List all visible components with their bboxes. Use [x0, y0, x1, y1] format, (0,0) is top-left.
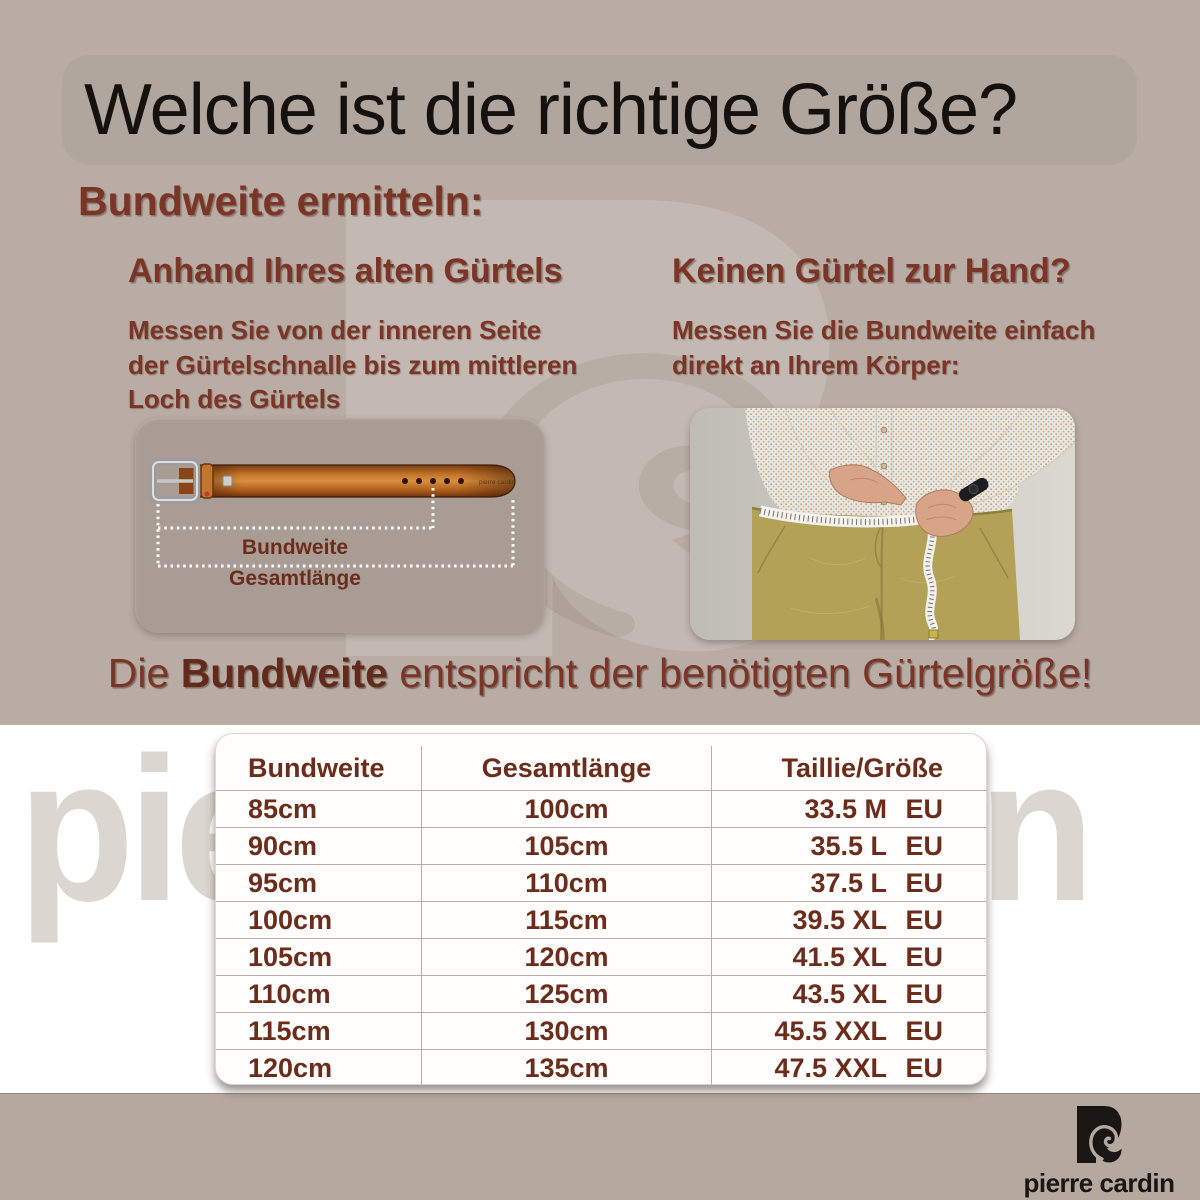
- cell-bundweite: 115cm: [248, 1015, 331, 1046]
- taille-value: 43.5 XL: [792, 978, 887, 1009]
- cell-bundweite: 100cm: [248, 904, 333, 935]
- gesamtlaenge-label: Gesamtlänge: [229, 567, 361, 590]
- body-measurement-photo: [690, 408, 1075, 640]
- cell-gesamtlaenge: 115cm: [421, 902, 711, 938]
- region-value: EU: [905, 1015, 943, 1046]
- cell-taille: 33.5 M EU: [711, 791, 983, 827]
- taille-value: 41.5 XL: [792, 941, 887, 972]
- footer-band: pierre cardin: [0, 1093, 1200, 1200]
- cell-bundweite: 90cm: [248, 830, 318, 861]
- table-row: 120cm 135cm 47.5 XXL EU: [216, 1050, 986, 1086]
- col-header-gesamtlaenge: Gesamtlänge: [421, 746, 711, 790]
- cell-taille: 47.5 XXL EU: [711, 1050, 983, 1086]
- cell-gesamtlaenge: 100cm: [421, 791, 711, 827]
- method-old-belt-body: Messen Sie von der inneren Seite der Gür…: [128, 315, 578, 415]
- belt-keeper-loop: [200, 463, 214, 499]
- cell-taille: 43.5 XL EU: [711, 976, 983, 1012]
- size-table-card: Bundweite Gesamtlänge Taillie/Größe 85cm…: [215, 733, 987, 1086]
- cell-taille: 35.5 L EU: [711, 828, 983, 864]
- table-row: 85cm 100cm 33.5 M EU: [216, 791, 986, 828]
- method-no-belt: Keinen Gürtel zur Hand? Messen Sie die B…: [672, 252, 1102, 382]
- statement-prefix: Die: [107, 650, 181, 696]
- taille-value: 37.5 L: [810, 867, 887, 898]
- table-row: 95cm 110cm 37.5 L EU: [216, 865, 986, 902]
- cell-taille: 37.5 L EU: [711, 865, 983, 901]
- page-title: Welche ist die richtige Größe?: [84, 70, 1018, 150]
- method-old-belt-heading: Anhand Ihres alten Gürtels: [128, 252, 563, 290]
- statement: Die Bundweite entspricht der benötigten …: [0, 650, 1200, 697]
- khaki-pants: [752, 508, 1020, 640]
- col-header-taille: Taillie/Größe: [711, 746, 983, 790]
- belt-holes: [402, 478, 464, 484]
- size-table-section: pierre cardin Bundweite Gesamtlänge Tail…: [0, 715, 1200, 1093]
- belt-measurement-card: pierre cardin Bundweite Gesamtlänge: [135, 418, 545, 633]
- table-row: 90cm 105cm 35.5 L EU: [216, 828, 986, 865]
- belt-stud: [222, 475, 233, 487]
- bundweite-label: Bundweite: [242, 536, 348, 559]
- method-no-belt-heading: Keinen Gürtel zur Hand?: [672, 252, 1071, 290]
- statement-suffix: entspricht der benötigten Gürtelgröße!: [387, 650, 1093, 696]
- region-value: EU: [905, 1052, 943, 1083]
- top-section: Welche ist die richtige Größe? Bundweite…: [0, 0, 1200, 725]
- section-subtitle: Bundweite ermitteln:: [78, 178, 484, 224]
- statement-highlight: Bundweite: [180, 650, 388, 696]
- region-value: EU: [905, 867, 943, 898]
- taille-value: 45.5 XXL: [774, 1015, 887, 1046]
- cell-bundweite: 85cm: [248, 793, 318, 824]
- pointing-hand: [829, 464, 907, 506]
- cell-gesamtlaenge: 120cm: [421, 939, 711, 975]
- region-value: EU: [905, 941, 943, 972]
- pierre-cardin-p-icon: [1077, 1106, 1122, 1163]
- taille-value: 47.5 XXL: [774, 1052, 887, 1083]
- cell-bundweite: 120cm: [248, 1052, 333, 1083]
- cell-bundweite: 105cm: [248, 941, 333, 972]
- cell-gesamtlaenge: 105cm: [421, 828, 711, 864]
- size-table-body: 85cm 100cm 33.5 M EU 90cm 105cm 35.5 L E…: [216, 791, 986, 1086]
- region-value: EU: [905, 904, 943, 935]
- region-value: EU: [905, 830, 943, 861]
- region-value: EU: [905, 793, 943, 824]
- cell-taille: 39.5 XL EU: [711, 902, 983, 938]
- cell-gesamtlaenge: 110cm: [421, 865, 711, 901]
- man-measuring-waist-illustration: [690, 408, 1075, 640]
- pierre-cardin-logo: pierre cardin: [1014, 1104, 1184, 1199]
- cell-gesamtlaenge: 130cm: [421, 1013, 711, 1049]
- taille-value: 33.5 M: [804, 793, 887, 824]
- col-header-bundweite: Bundweite: [248, 752, 385, 783]
- table-row: 105cm 120cm 41.5 XL EU: [216, 939, 986, 976]
- table-row: 110cm 125cm 43.5 XL EU: [216, 976, 986, 1013]
- cell-bundweite: 110cm: [248, 978, 331, 1009]
- region-value: EU: [905, 978, 943, 1009]
- cell-taille: 45.5 XXL EU: [711, 1013, 983, 1049]
- measurement-dotted-lines: [156, 488, 515, 568]
- belt-brand-stamp: pierre cardin: [479, 479, 516, 486]
- method-old-belt: Anhand Ihres alten Gürtels Messen Sie vo…: [128, 252, 583, 417]
- cell-bundweite: 95cm: [248, 867, 318, 898]
- cell-taille: 41.5 XL EU: [711, 939, 983, 975]
- cell-gesamtlaenge: 135cm: [421, 1050, 711, 1086]
- belt-illustration: pierre cardin Bundweite Gesamtlänge: [149, 458, 516, 590]
- pinching-hand: [915, 489, 974, 537]
- table-row: 115cm 130cm 45.5 XXL EU: [216, 1013, 986, 1050]
- table-row: 100cm 115cm 39.5 XL EU: [216, 902, 986, 939]
- cell-gesamtlaenge: 125cm: [421, 976, 711, 1012]
- method-no-belt-body: Messen Sie die Bundweite einfach direkt …: [672, 315, 1096, 380]
- wrist-watch: [958, 477, 989, 502]
- taille-value: 39.5 XL: [792, 904, 887, 935]
- taille-value: 35.5 L: [810, 830, 887, 861]
- size-table-header-row: Bundweite Gesamtlänge Taillie/Größe: [216, 746, 986, 791]
- title-band: Welche ist die richtige Größe?: [62, 55, 1137, 165]
- logo-wordmark: pierre cardin: [1023, 1168, 1175, 1198]
